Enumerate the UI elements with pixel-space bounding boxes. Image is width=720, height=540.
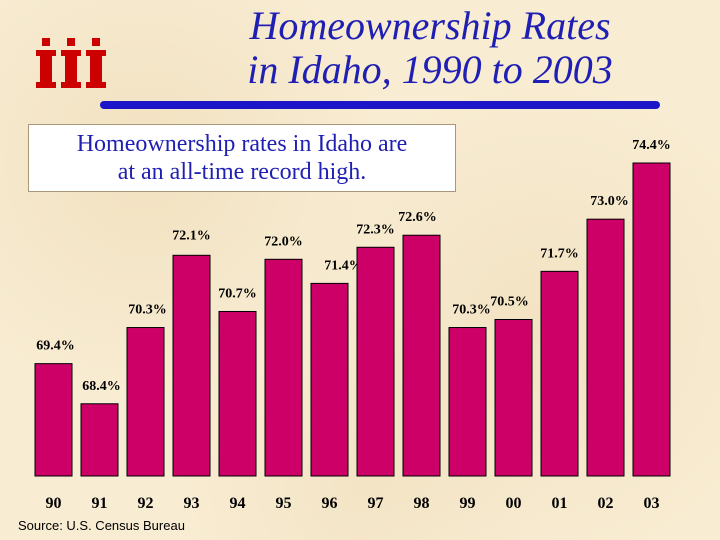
page-title: Homeownership Rates in Idaho, 1990 to 20… xyxy=(150,4,710,92)
bar-94 xyxy=(218,310,257,477)
callout-line-2: at an all-time record high. xyxy=(117,159,367,185)
value-label-92: 70.3% xyxy=(128,303,167,318)
bar-00 xyxy=(494,319,533,477)
value-label-01: 71.7% xyxy=(540,246,579,261)
value-label-97: 72.3% xyxy=(356,222,395,237)
x-tick-92: 92 xyxy=(138,495,154,512)
x-tick-96: 96 xyxy=(322,495,338,512)
title-divider xyxy=(100,101,660,109)
x-tick-95: 95 xyxy=(276,495,292,512)
x-tick-91: 91 xyxy=(92,495,108,512)
title-line-1: Homeownership Rates xyxy=(249,3,611,48)
x-tick-94: 94 xyxy=(230,495,246,512)
value-label-90: 69.4% xyxy=(36,339,75,354)
source-note: Source: U.S. Census Bureau xyxy=(18,518,185,533)
bar-92 xyxy=(126,327,165,477)
x-tick-98: 98 xyxy=(414,495,430,512)
value-label-98: 72.6% xyxy=(398,210,437,225)
bar-91 xyxy=(80,403,119,477)
value-label-91: 68.4% xyxy=(82,379,121,394)
bar-98 xyxy=(402,234,441,477)
x-tick-99: 99 xyxy=(460,495,476,512)
bar-90 xyxy=(34,363,73,477)
callout-line-1: Homeownership rates in Idaho are xyxy=(76,131,408,157)
value-label-94: 70.7% xyxy=(218,286,257,301)
bar-03 xyxy=(632,162,671,477)
x-tick-97: 97 xyxy=(368,495,384,512)
bar-01 xyxy=(540,270,579,477)
x-tick-93: 93 xyxy=(184,495,200,512)
bar-97 xyxy=(356,246,395,477)
bar-02 xyxy=(586,218,625,477)
bar-96 xyxy=(310,282,349,477)
bar-93 xyxy=(172,254,211,477)
bar-95 xyxy=(264,258,303,477)
x-tick-01: 01 xyxy=(552,495,568,512)
iii-logo-icon xyxy=(36,38,106,88)
value-label-02: 73.0% xyxy=(590,194,629,209)
value-label-03: 74.4% xyxy=(632,138,671,153)
value-label-99: 70.3% xyxy=(452,303,491,318)
x-tick-03: 03 xyxy=(644,495,660,512)
callout-note: Homeownership rates in Idaho are at an a… xyxy=(28,124,456,192)
title-line-2: in Idaho, 1990 to 2003 xyxy=(247,47,613,92)
bar-99 xyxy=(448,327,487,477)
value-label-93: 72.1% xyxy=(172,228,211,243)
x-tick-00: 00 xyxy=(506,495,522,512)
value-label-00: 70.5% xyxy=(490,295,529,310)
value-label-95: 72.0% xyxy=(264,234,303,249)
value-label-96: 71.4% xyxy=(324,258,363,273)
x-tick-02: 02 xyxy=(598,495,614,512)
x-tick-90: 90 xyxy=(46,495,62,512)
